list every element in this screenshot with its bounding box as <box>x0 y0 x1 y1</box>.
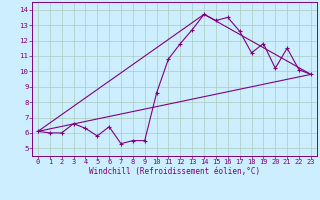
X-axis label: Windchill (Refroidissement éolien,°C): Windchill (Refroidissement éolien,°C) <box>89 167 260 176</box>
